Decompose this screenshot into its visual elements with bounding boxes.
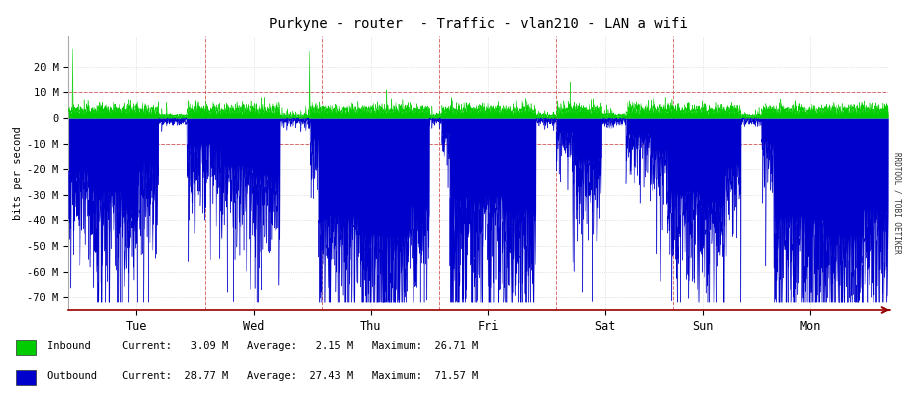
Text: RRDTOOL / TOBI OETIKER: RRDTOOL / TOBI OETIKER xyxy=(893,152,902,254)
Text: Outbound    Current:  28.77 M   Average:  27.43 M   Maximum:  71.57 M: Outbound Current: 28.77 M Average: 27.43… xyxy=(47,371,478,381)
Y-axis label: bits per second: bits per second xyxy=(13,126,23,220)
Title: Purkyne - router  - Traffic - vlan210 - LAN a wifi: Purkyne - router - Traffic - vlan210 - L… xyxy=(269,17,688,31)
Text: Inbound     Current:   3.09 M   Average:   2.15 M   Maximum:  26.71 M: Inbound Current: 3.09 M Average: 2.15 M … xyxy=(47,341,478,351)
